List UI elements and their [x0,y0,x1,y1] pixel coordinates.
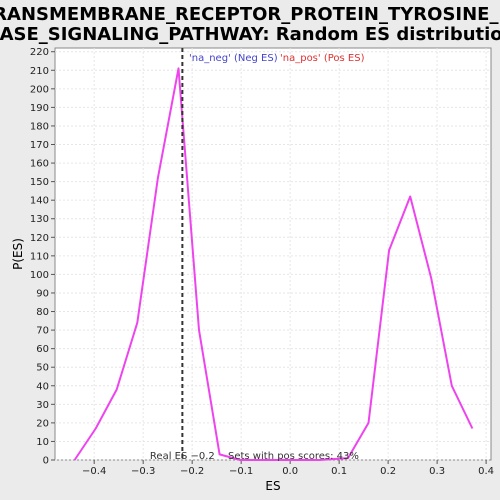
y-tick-label: 90 [36,288,49,299]
y-tick-label: 220 [30,47,49,58]
y-tick-label: 100 [30,270,49,281]
x-tick-label: −0.1 [229,466,253,477]
y-tick-label: 20 [36,418,49,429]
chart-title-line-1: TRANSMEMBRANE_RECEPTOR_PROTEIN_TYROSINE_… [0,4,500,25]
chart-title-line-2: NASE_SIGNALING_PATHWAY: Random ES distri… [0,24,500,45]
series-line [73,67,474,461]
y-tick-label: 180 [30,121,49,132]
pos-scores-annotation: Sets with pos scores: 43% [228,451,359,462]
y-tick-label: 200 [30,84,49,95]
y-tick-label: 60 [36,344,49,355]
y-tick-label: 120 [30,233,49,244]
y-tick-label: 110 [30,251,49,262]
y-tick-label: 170 [30,140,49,151]
y-tick-label: 130 [30,214,49,225]
x-tick-label: 0.0 [282,466,298,477]
legend-neg-es: 'na_neg' (Neg ES) [189,53,278,64]
y-tick-label: 40 [36,381,49,392]
y-axis-label: P(ES) [11,238,25,270]
series-layer [73,67,474,461]
y-tick-label: 80 [36,307,49,318]
y-tick-label: 70 [36,326,49,337]
real-es-label: Real ES −0.2 [150,451,215,462]
y-tick-label: 190 [30,103,49,114]
x-tick-label: −0.3 [131,466,155,477]
y-tick-label: 50 [36,363,49,374]
y-tick-label: 210 [30,66,49,77]
y-tick-label: 0 [43,456,49,467]
y-tick-label: 140 [30,196,49,207]
y-tick-label: 10 [36,437,49,448]
x-tick-label: 0.1 [331,466,347,477]
y-tick-label: 160 [30,159,49,170]
x-tick-label: 0.3 [429,466,445,477]
x-tick-label: 0.2 [380,466,396,477]
x-tick-label: −0.2 [180,466,204,477]
x-axis-ticks: −0.4 −0.3 −0.2 −0.1 0.0 0.1 0.2 0.3 0.4 [82,460,494,477]
x-axis-label: ES [265,479,280,493]
legend-pos-es: 'na_pos' (Pos ES) [280,53,365,64]
y-tick-label: 30 [36,400,49,411]
y-axis-ticks: 0 10 20 30 40 50 60 70 80 90 100 110 120 130 140 150 160… [30,47,55,467]
y-tick-label: 150 [30,177,49,188]
plot-area [54,47,492,461]
x-tick-label: −0.4 [82,466,106,477]
x-tick-label: 0.4 [478,466,494,477]
